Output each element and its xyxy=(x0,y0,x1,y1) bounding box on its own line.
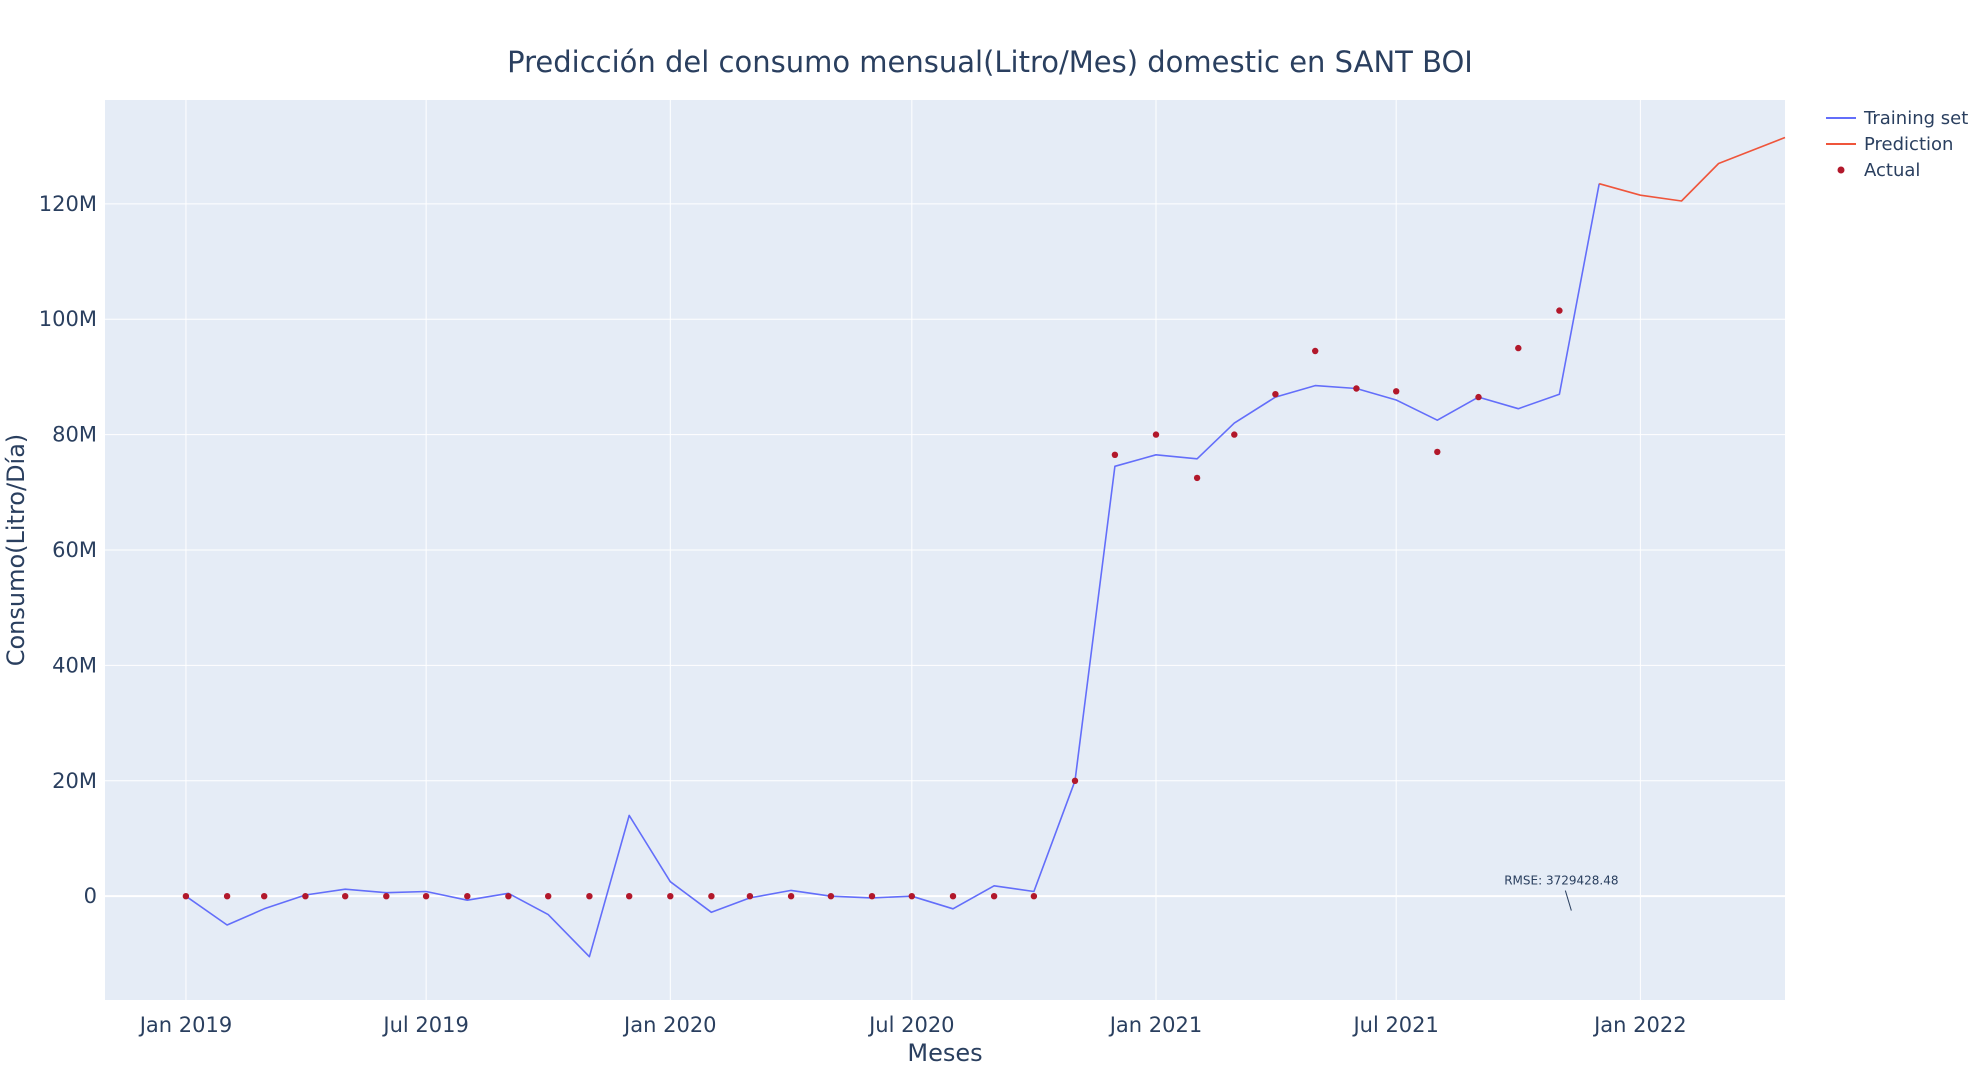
actual-point xyxy=(827,893,835,900)
actual-point xyxy=(261,893,268,900)
y-tick-label: 120M xyxy=(39,192,97,216)
training-set-line xyxy=(185,183,1600,958)
x-tick-label: Jan 2020 xyxy=(622,1013,717,1037)
actual-point xyxy=(223,893,231,900)
actual-point xyxy=(746,893,754,900)
actual-point xyxy=(908,893,915,900)
actual-point xyxy=(1231,431,1238,438)
actual-point xyxy=(1393,388,1400,395)
actual-point xyxy=(1434,448,1441,456)
annotation-arrow xyxy=(1564,890,1572,911)
y-tick-label: 20M xyxy=(52,769,97,793)
legend-item-actual[interactable]: Actual xyxy=(1837,160,1921,181)
x-tick-label: Jul 2020 xyxy=(867,1013,954,1037)
actual-point xyxy=(1152,431,1160,438)
actual-point xyxy=(342,893,349,900)
rmse-annotation: RMSE: 3729428.48 xyxy=(1504,874,1618,888)
legend-label: Actual xyxy=(1864,160,1920,181)
actual-point xyxy=(868,893,876,900)
series-layer xyxy=(182,136,1786,958)
actual-point xyxy=(708,893,715,900)
actual-point xyxy=(949,893,957,900)
prediction-line xyxy=(1598,136,1786,202)
chart-title: Predicción del consumo mensual(Litro/Mes… xyxy=(507,45,1473,79)
legend-item-prediction[interactable]: Prediction xyxy=(1826,134,1953,155)
actual-point xyxy=(422,893,430,900)
y-tick-label: 80M xyxy=(52,423,97,447)
actual-point xyxy=(1111,451,1119,458)
actual-point xyxy=(1071,777,1079,784)
actual-point xyxy=(182,893,190,900)
y-axis-label: Consumo(Litro/Día) xyxy=(2,434,30,667)
actual-point xyxy=(1312,347,1319,355)
actual-point xyxy=(505,893,512,900)
actual-point xyxy=(1556,307,1563,314)
actual-point xyxy=(787,893,795,900)
actual-point xyxy=(1272,391,1279,398)
actual-point xyxy=(383,893,390,900)
actual-point xyxy=(1353,385,1360,392)
y-tick-label: 0 xyxy=(84,884,97,908)
actual-point xyxy=(586,893,593,900)
actual-point xyxy=(1515,344,1522,352)
y-tick-label: 60M xyxy=(52,538,97,562)
x-axis-label: Meses xyxy=(907,1039,982,1067)
legend-item-training-set[interactable]: Training set xyxy=(1826,108,1968,129)
y-tick-label: 40M xyxy=(52,653,97,677)
x-tick-label: Jan 2021 xyxy=(1108,1013,1203,1037)
actual-point xyxy=(1475,393,1482,401)
x-axis-ticks: Jan 2019 Jul 2019 Jan 2020 Jul 2020 Jan 2021… xyxy=(138,1013,1687,1037)
legend-label: Prediction xyxy=(1864,134,1953,155)
x-tick-label: Jan 2019 xyxy=(138,1013,233,1037)
legend-swatch xyxy=(1837,166,1845,174)
actual-point xyxy=(1193,474,1201,482)
actual-point xyxy=(545,893,552,900)
actual-point xyxy=(464,893,471,900)
actual-point xyxy=(667,893,674,900)
legend[interactable]: Training set Prediction Actual xyxy=(1826,108,1968,181)
x-tick-label: Jan 2022 xyxy=(1592,1013,1687,1037)
x-tick-label: Jul 2021 xyxy=(1351,1013,1438,1037)
legend-label: Training set xyxy=(1863,108,1968,129)
annotations: RMSE: 3729428.48 xyxy=(1504,874,1618,911)
actual-point xyxy=(1030,893,1038,900)
y-axis-ticks: 0 20M 40M 60M 80M 100M 120M xyxy=(39,192,97,908)
y-tick-label: 100M xyxy=(39,307,97,331)
actual-point xyxy=(990,893,998,900)
x-tick-label: Jul 2019 xyxy=(381,1013,468,1037)
actual-point xyxy=(302,893,309,900)
actual-point xyxy=(626,893,633,900)
